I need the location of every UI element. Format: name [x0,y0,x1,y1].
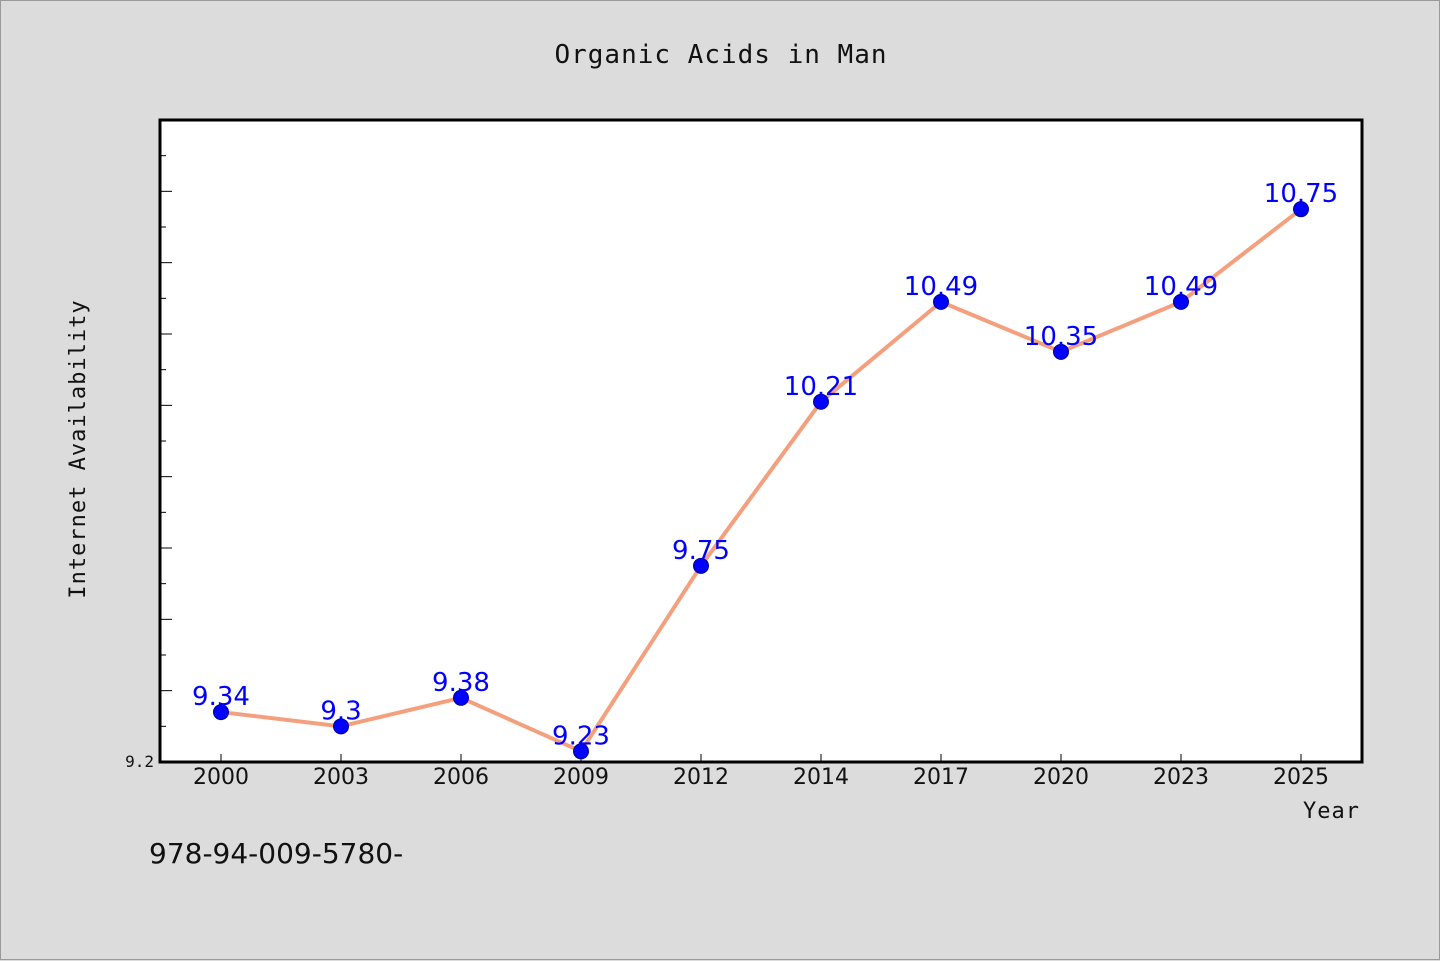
x-tick-label: 2014 [793,765,849,790]
series-line [220,207,1303,754]
x-tick-label: 2003 [313,765,369,790]
x-tick-label: 2000 [193,765,249,790]
y-tick-label-min: 9.2 [125,752,154,771]
data-point [1053,343,1069,360]
data-point [573,743,589,760]
plot-area [158,118,1364,764]
data-label: 9.75 [672,536,730,566]
data-label: 9.34 [192,682,250,712]
data-point [333,718,349,735]
y-axis-label: Internet Availability [66,299,91,598]
data-point [813,393,829,410]
x-axis-ticks: 2000 2003 2006 2009 2012 2014 2017 2020 2023 2025 [193,754,1329,790]
y-axis-ticks [160,119,172,763]
data-label: 10.49 [904,272,978,302]
data-label: 10.75 [1264,179,1338,209]
x-tick-label: 2012 [673,765,729,790]
data-point [933,293,949,310]
x-axis-label: Year [1303,799,1360,824]
data-label: 10.35 [1024,322,1098,352]
data-label: 10.49 [1144,272,1218,302]
data-point [1173,293,1189,310]
data-label: 9.38 [432,668,490,698]
x-tick-label: 2023 [1153,765,1209,790]
data-label: 9.3 [320,696,361,726]
x-tick-label: 2006 [433,765,489,790]
chart-title: Organic Acids in Man [554,40,887,70]
data-label: 10.21 [784,372,858,402]
footnote: 978-94-009-5780- [149,837,403,870]
data-point [1293,201,1309,218]
data-point [453,689,469,706]
x-tick-label: 2009 [553,765,609,790]
x-tick-label: 2025 [1273,765,1329,790]
x-tick-label: 2017 [913,765,969,790]
data-label: 9.23 [552,721,610,751]
x-tick-label: 2020 [1033,765,1089,790]
data-point [213,704,229,721]
series-layer: 9.34 9.3 9.38 9.23 9.75 10.21 10.49 10.35 10.49 1… [192,179,1338,760]
data-point [693,557,709,574]
